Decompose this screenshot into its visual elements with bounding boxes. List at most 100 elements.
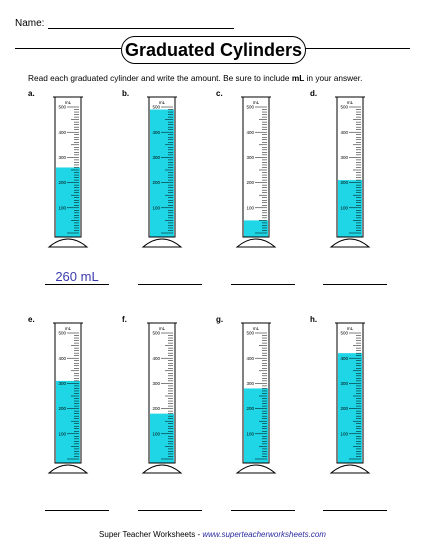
answer-line[interactable] [323,284,387,285]
scale-label: 300 [340,381,348,386]
name-label: Name: [15,18,45,29]
scale-label: 100 [340,205,348,210]
cylinder-tube [54,97,82,238]
unit-label: mL [253,100,260,105]
liquid-fill [338,353,362,463]
scale-label: 400 [58,130,66,135]
cylinder-tube [336,323,364,464]
instructions: Read each graduated cylinder and write t… [28,73,362,83]
cylinder-letter: g. [216,315,224,324]
name-field-line[interactable] [48,28,234,29]
cylinder-base [235,464,277,474]
answer-line[interactable] [138,510,202,511]
scale-label: 500 [246,331,254,336]
answer-line[interactable] [231,284,295,285]
scale-label: 300 [58,381,66,386]
unit-label: mL [253,326,260,331]
liquid-fill [150,413,174,463]
liquid-fill [150,109,174,237]
cylinder-letter: d. [310,89,318,98]
scale-label: 200 [246,180,254,185]
scale-label: 100 [152,205,160,210]
cylinder-tube [336,97,364,238]
scale-label: 300 [152,155,160,160]
scale-label: 100 [58,431,66,436]
scale-label: 100 [340,431,348,436]
answer-line[interactable] [45,284,109,285]
title-rule-left [15,48,121,49]
answer-line[interactable] [231,510,295,511]
scale-label: 300 [246,381,254,386]
scale-label: 500 [340,105,348,110]
scale-label: 200 [152,406,160,411]
cylinder-tube [54,323,82,464]
scale-label: 300 [58,155,66,160]
scale-label: 200 [152,180,160,185]
unit-label: mL [65,100,72,105]
footer-credit: Super Teacher Worksheets - [99,530,203,539]
cylinder-base [141,238,183,248]
liquid-fill [56,167,80,237]
scale-label: 400 [58,356,66,361]
cylinder-tube [148,97,176,238]
scale-label: 300 [152,381,160,386]
scale-label: 400 [152,356,160,361]
scale-label: 500 [152,331,160,336]
cylinder-letter: e. [28,315,35,324]
liquid-fill [338,180,362,237]
scale-label: 100 [246,431,254,436]
scale-label: 400 [152,130,160,135]
scale-label: 200 [340,180,348,185]
cylinder-base [47,238,89,248]
scale-label: 300 [246,155,254,160]
unit-label: mL [159,100,166,105]
cylinder-base [329,238,371,248]
liquid-fill [56,380,80,463]
cylinder-letter: c. [216,89,223,98]
scale-label: 300 [340,155,348,160]
scale-label: 500 [58,105,66,110]
cylinder-base [47,464,89,474]
answer-line[interactable] [45,510,109,511]
scale-label: 500 [340,331,348,336]
unit-label: mL [159,326,166,331]
liquid-fill [244,388,268,463]
scale-label: 200 [340,406,348,411]
unit-label: mL [347,100,354,105]
scale-label: 200 [58,180,66,185]
scale-label: 100 [246,205,254,210]
cylinder-tube [242,323,270,464]
unit-label: mL [347,326,354,331]
unit-label: mL [65,326,72,331]
cylinder-tube [148,323,176,464]
answer-line[interactable] [323,510,387,511]
cylinder-base [141,464,183,474]
answer-value: 260 mL [55,269,99,284]
scale-label: 400 [246,130,254,135]
cylinder-letter: a. [28,89,35,98]
page-title: Graduated Cylinders [121,36,306,64]
instructions-text: Read each graduated cylinder and write t… [28,73,292,83]
cylinder-letter: b. [122,89,130,98]
instructions-unit: mL [291,73,305,83]
scale-label: 100 [152,431,160,436]
answer-line[interactable] [138,284,202,285]
scale-label: 500 [58,331,66,336]
footer-url[interactable]: www.superteacherworksheets.com [202,530,326,539]
scale-label: 100 [58,205,66,210]
cylinder-letter: h. [310,315,318,324]
cylinder-base [235,238,277,248]
cylinder-tube [242,97,270,238]
scale-label: 400 [246,356,254,361]
scale-label: 400 [340,130,348,135]
title-rule-right [305,48,410,49]
footer: Super Teacher Worksheets - www.superteac… [0,530,425,539]
scale-label: 500 [246,105,254,110]
scale-label: 200 [58,406,66,411]
